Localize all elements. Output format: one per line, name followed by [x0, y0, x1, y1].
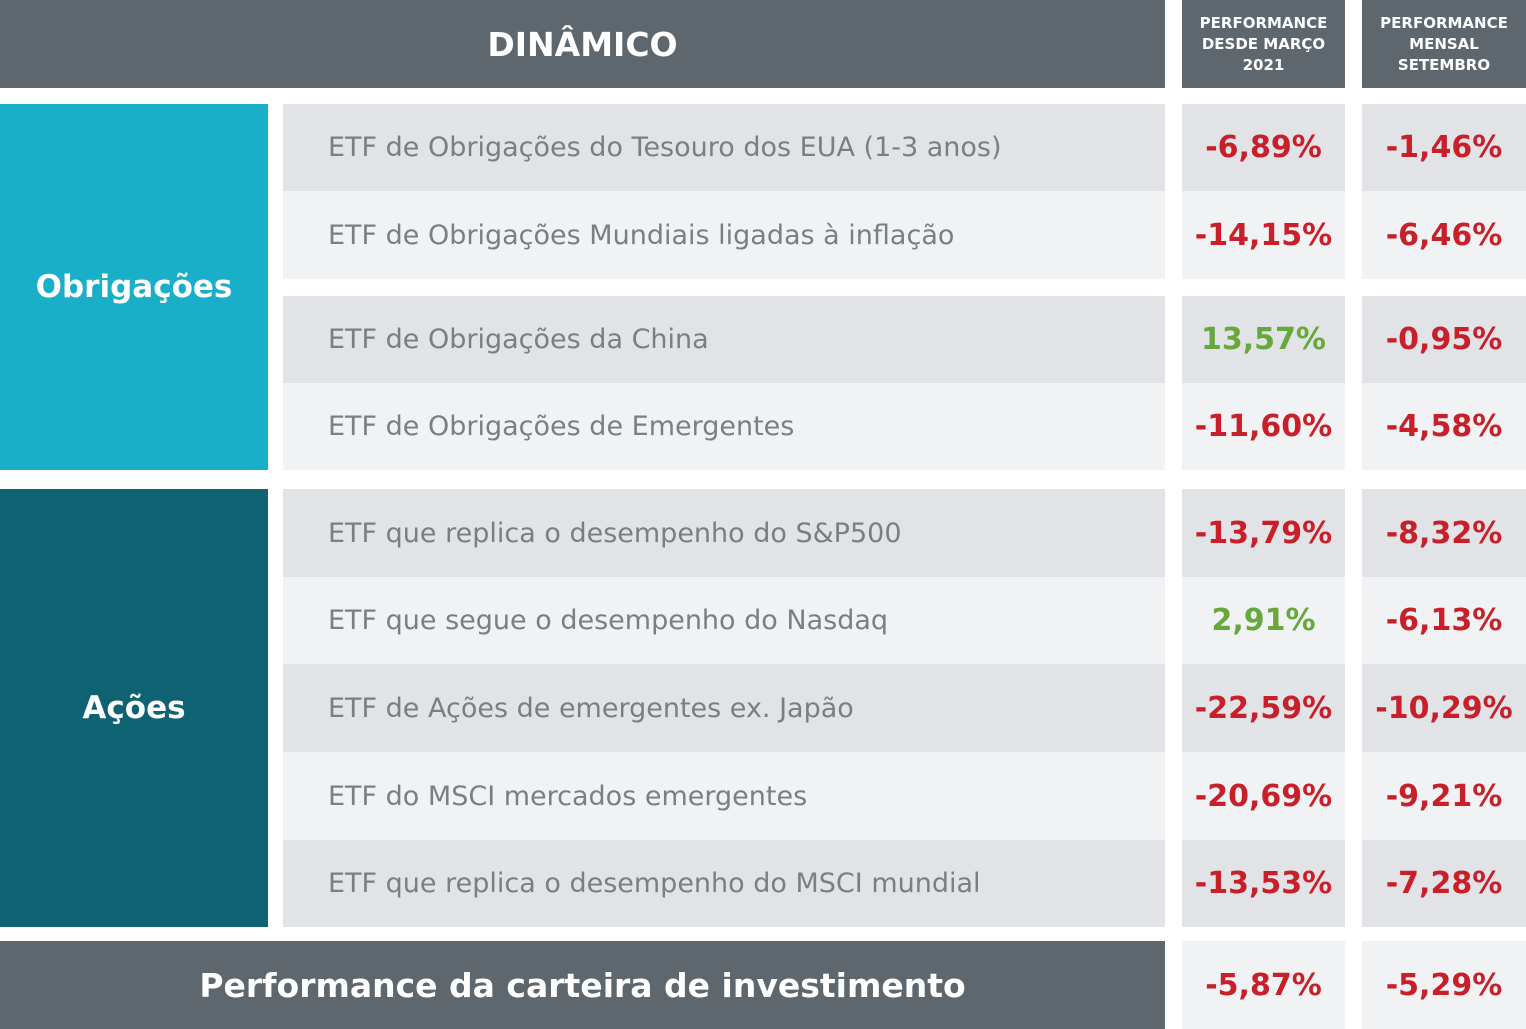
group-label-bonds: Obrigações — [0, 104, 268, 470]
total-september: -5,29% — [1362, 941, 1526, 1029]
value-since-march: 13,57% — [1182, 296, 1345, 383]
row-name: ETF do MSCI mercados emergentes — [283, 752, 1165, 840]
row-name: ETF que replica o desempenho do MSCI mun… — [283, 840, 1165, 927]
row-name: ETF que replica o desempenho do S&P500 — [283, 489, 1165, 577]
value-september: -9,21% — [1362, 752, 1526, 840]
column-header-since-march: PERFORMANCE DESDE MARÇO 2021 — [1182, 0, 1345, 88]
value-september: -4,58% — [1362, 383, 1526, 470]
value-september: -7,28% — [1362, 840, 1526, 927]
value-since-march: -20,69% — [1182, 752, 1345, 840]
value-since-march: -11,60% — [1182, 383, 1345, 470]
value-since-march: 2,91% — [1182, 577, 1345, 664]
column-header-september: PERFORMANCE MENSAL SETEMBRO — [1362, 0, 1526, 88]
row-name: ETF de Obrigações do Tesouro dos EUA (1-… — [283, 104, 1165, 191]
row-name: ETF de Ações de emergentes ex. Japão — [283, 664, 1165, 752]
value-since-march: -22,59% — [1182, 664, 1345, 752]
table-title: DINÂMICO — [0, 0, 1165, 88]
row-name: ETF de Obrigações Mundiais ligadas à inf… — [283, 191, 1165, 279]
value-september: -0,95% — [1362, 296, 1526, 383]
row-name: ETF de Obrigações de Emergentes — [283, 383, 1165, 470]
value-september: -10,29% — [1362, 664, 1526, 752]
total-label: Performance da carteira de investimento — [0, 941, 1165, 1029]
value-september: -1,46% — [1362, 104, 1526, 191]
value-september: -6,46% — [1362, 191, 1526, 279]
value-since-march: -13,79% — [1182, 489, 1345, 577]
row-name: ETF que segue o desempenho do Nasdaq — [283, 577, 1165, 664]
group-label-equities: Ações — [0, 489, 268, 927]
total-since-march: -5,87% — [1182, 941, 1345, 1029]
value-since-march: -14,15% — [1182, 191, 1345, 279]
value-since-march: -6,89% — [1182, 104, 1345, 191]
row-name: ETF de Obrigações da China — [283, 296, 1165, 383]
value-september: -6,13% — [1362, 577, 1526, 664]
value-september: -8,32% — [1362, 489, 1526, 577]
value-since-march: -13,53% — [1182, 840, 1345, 927]
